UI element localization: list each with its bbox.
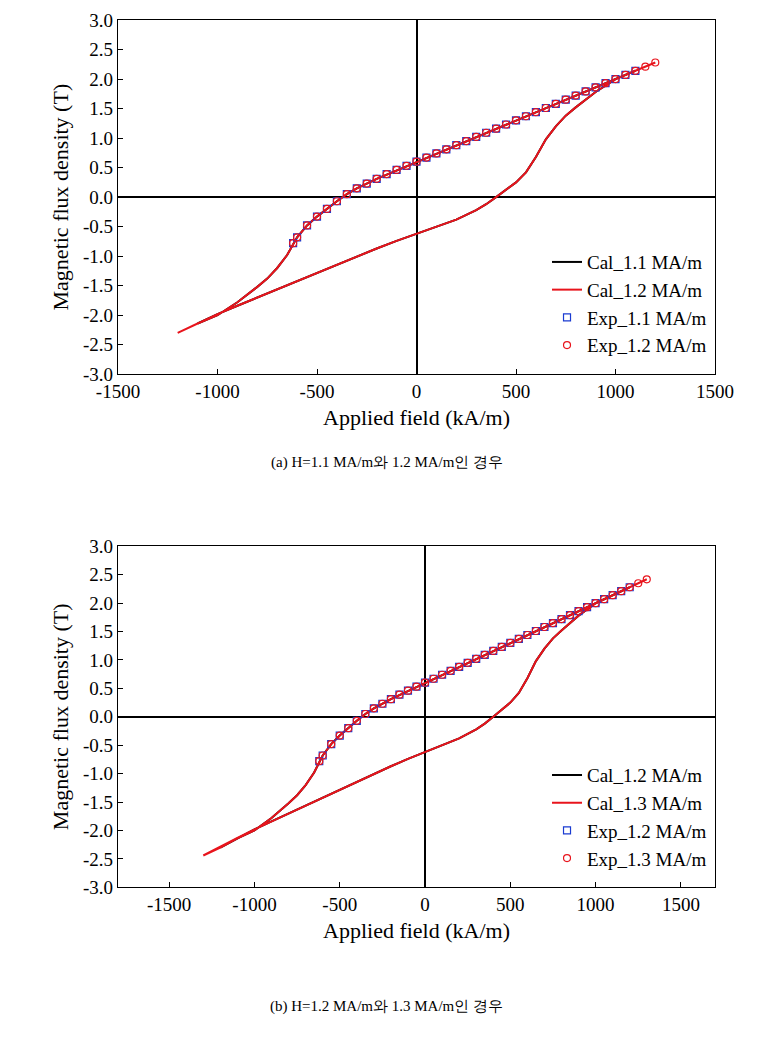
svg-text:Cal_1.3 MA/m: Cal_1.3 MA/m	[587, 793, 702, 814]
svg-text:0: 0	[420, 894, 430, 915]
svg-text:1500: 1500	[662, 894, 700, 915]
svg-text:Exp_1.1 MA/m: Exp_1.1 MA/m	[587, 308, 707, 329]
svg-text:1.0: 1.0	[89, 650, 113, 671]
svg-text:3.0: 3.0	[89, 536, 113, 557]
svg-text:500: 500	[502, 381, 531, 402]
svg-text:2.0: 2.0	[89, 69, 113, 90]
svg-text:0.5: 0.5	[89, 157, 113, 178]
svg-text:-1.0: -1.0	[83, 763, 113, 784]
svg-text:2.5: 2.5	[89, 39, 113, 60]
svg-text:0.0: 0.0	[89, 187, 113, 208]
svg-text:Exp_1.2 MA/m: Exp_1.2 MA/m	[587, 335, 707, 356]
svg-text:Cal_1.1 MA/m: Cal_1.1 MA/m	[587, 252, 702, 273]
svg-text:Exp_1.3 MA/m: Exp_1.3 MA/m	[587, 849, 707, 870]
svg-text:-2.5: -2.5	[83, 334, 113, 355]
svg-text:2.0: 2.0	[89, 593, 113, 614]
svg-text:-2.0: -2.0	[83, 305, 113, 326]
svg-text:1000: 1000	[597, 381, 635, 402]
svg-text:-2.0: -2.0	[83, 820, 113, 841]
svg-text:1000: 1000	[577, 894, 615, 915]
svg-text:1500: 1500	[696, 381, 734, 402]
svg-text:0: 0	[412, 381, 422, 402]
svg-text:-0.5: -0.5	[83, 735, 113, 756]
svg-text:1.0: 1.0	[89, 128, 113, 149]
svg-text:Applied field (kA/m): Applied field (kA/m)	[323, 918, 510, 943]
svg-text:Applied field (kA/m): Applied field (kA/m)	[323, 405, 510, 430]
svg-text:-2.5: -2.5	[83, 849, 113, 870]
svg-text:Cal_1.2 MA/m: Cal_1.2 MA/m	[587, 280, 702, 301]
svg-text:-1.0: -1.0	[83, 246, 113, 267]
svg-text:-500: -500	[300, 381, 335, 402]
svg-text:1.5: 1.5	[89, 621, 113, 642]
svg-text:(a) H=1.1 MA/m와 1.2 MA/m인 경우: (a) H=1.1 MA/m와 1.2 MA/m인 경우	[271, 454, 503, 471]
svg-text:-500: -500	[322, 894, 357, 915]
svg-text:0.0: 0.0	[89, 706, 113, 727]
svg-text:-1500: -1500	[147, 894, 191, 915]
svg-text:-0.5: -0.5	[83, 216, 113, 237]
svg-text:-3.0: -3.0	[83, 877, 113, 898]
svg-text:500: 500	[496, 894, 525, 915]
svg-text:Exp_1.2 MA/m: Exp_1.2 MA/m	[587, 821, 707, 842]
svg-text:Cal_1.2 MA/m: Cal_1.2 MA/m	[587, 765, 702, 786]
svg-text:-3.0: -3.0	[83, 364, 113, 385]
svg-text:0.5: 0.5	[89, 678, 113, 699]
svg-text:1.5: 1.5	[89, 98, 113, 119]
svg-text:-1.5: -1.5	[83, 275, 113, 296]
svg-text:Magnetic flux density (T): Magnetic flux density (T)	[48, 603, 73, 830]
svg-text:-1.5: -1.5	[83, 792, 113, 813]
svg-text:(b) H=1.2 MA/m와 1.3 MA/m인 경우: (b) H=1.2 MA/m와 1.3 MA/m인 경우	[270, 998, 503, 1015]
svg-text:-1000: -1000	[195, 381, 239, 402]
svg-text:2.5: 2.5	[89, 564, 113, 585]
svg-text:-1500: -1500	[96, 381, 140, 402]
svg-text:-1000: -1000	[232, 894, 276, 915]
svg-text:3.0: 3.0	[89, 10, 113, 31]
svg-text:Magnetic flux density (T): Magnetic flux density (T)	[48, 84, 73, 311]
